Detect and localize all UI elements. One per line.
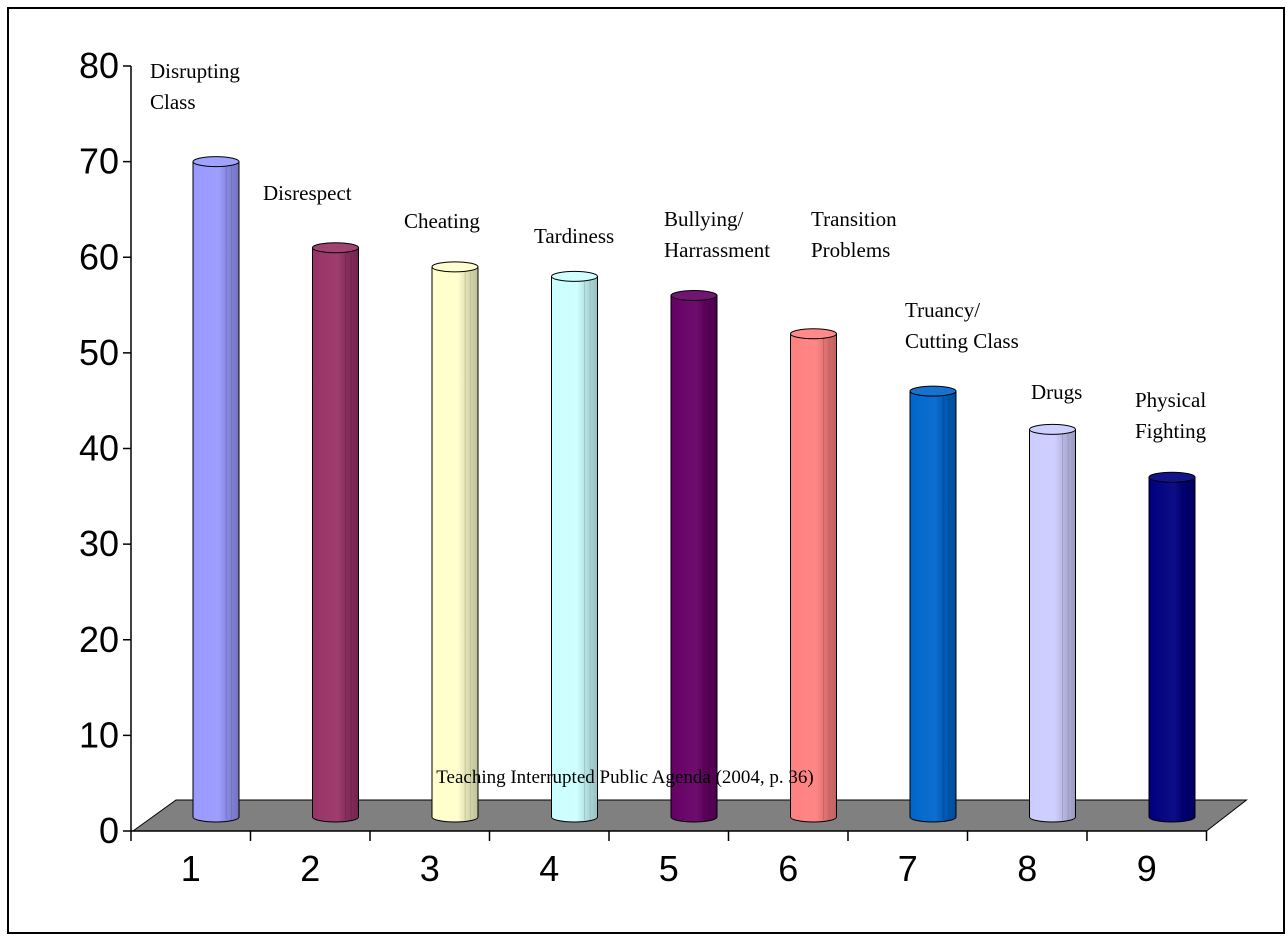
bar-body bbox=[790, 333, 837, 823]
bar-label-line: Fighting bbox=[1135, 419, 1207, 443]
bar-body bbox=[551, 275, 598, 823]
bar-label-1: Disrupting Class bbox=[150, 59, 240, 114]
bar-label-line: Truancy/ bbox=[905, 298, 980, 322]
bar-label-line: Tardiness bbox=[534, 224, 614, 248]
bar-top bbox=[312, 242, 359, 254]
bar-top bbox=[670, 290, 718, 301]
bar-top bbox=[790, 328, 837, 340]
bar-label-3: Cheating bbox=[404, 209, 480, 233]
bar-body bbox=[192, 161, 240, 823]
bar-label-7: Truancy/Cutting Class bbox=[905, 298, 1019, 353]
bar-label-9: Physical Fighting bbox=[1135, 388, 1207, 443]
bar-label-line: Disrespect bbox=[263, 181, 352, 205]
bar-top bbox=[1148, 471, 1196, 483]
bar-6 bbox=[790, 328, 837, 823]
bar-body bbox=[312, 247, 359, 823]
y-tick-label: 30 bbox=[79, 523, 119, 564]
x-tick-label: 1 bbox=[181, 848, 201, 889]
x-tick-label: 6 bbox=[778, 848, 798, 889]
x-tick-label: 8 bbox=[1017, 848, 1037, 889]
bar-label-line: Cheating bbox=[404, 209, 480, 233]
y-tick-label: 60 bbox=[79, 236, 119, 277]
bar-label-line: Bullying/ bbox=[664, 207, 744, 231]
bar-top bbox=[192, 156, 240, 168]
bar-label-4: Tardiness bbox=[534, 224, 614, 248]
bar-body bbox=[1029, 428, 1076, 823]
bar-4 bbox=[551, 270, 598, 823]
bar-body bbox=[909, 390, 957, 823]
y-tick-label: 80 bbox=[79, 45, 119, 86]
bar-label-6: Transition Problems bbox=[811, 207, 897, 262]
y-tick-label: 0 bbox=[99, 810, 119, 851]
bar-top bbox=[1029, 423, 1076, 435]
bar-top bbox=[551, 270, 598, 282]
bar-2 bbox=[312, 242, 359, 823]
bar-body bbox=[1148, 476, 1196, 823]
bar-7 bbox=[909, 385, 957, 823]
bar-9 bbox=[1148, 471, 1196, 823]
x-tick-label: 5 bbox=[659, 848, 679, 889]
source-note: Teaching Interrupted Public Agenda (2004… bbox=[436, 767, 814, 788]
bar-label-2: Disrespect bbox=[263, 181, 352, 205]
bar-label-line: Physical bbox=[1135, 388, 1206, 412]
y-tick-label: 10 bbox=[79, 714, 119, 755]
bar-label-5: Bullying/Harrassment bbox=[664, 207, 770, 262]
y-tick-label: 50 bbox=[79, 332, 119, 373]
x-tick-label: 2 bbox=[300, 848, 320, 889]
bar-1 bbox=[192, 156, 240, 823]
bar-top bbox=[909, 385, 957, 397]
x-tick-label: 7 bbox=[898, 848, 918, 889]
bar-label-line: Disrupting bbox=[150, 59, 240, 83]
x-tick-label: 3 bbox=[420, 848, 440, 889]
y-tick-label: 20 bbox=[79, 619, 119, 660]
bar-label-line: Transition bbox=[811, 207, 897, 231]
x-tick-label: 4 bbox=[539, 848, 559, 889]
bar-5 bbox=[670, 290, 718, 823]
bar-8 bbox=[1029, 423, 1076, 823]
bar-label-line: Class bbox=[150, 90, 196, 114]
bar-body bbox=[431, 266, 479, 823]
bar-label-line: Harrassment bbox=[664, 238, 770, 262]
bar-label-line: Problems bbox=[811, 238, 890, 262]
bar-top bbox=[431, 261, 479, 273]
x-tick-label: 9 bbox=[1137, 848, 1157, 889]
bar-label-line: Drugs bbox=[1031, 380, 1082, 404]
y-tick-label: 70 bbox=[79, 141, 119, 182]
bar-label-8: Drugs bbox=[1031, 380, 1082, 404]
y-tick-label: 40 bbox=[79, 428, 119, 469]
bar-body bbox=[670, 295, 718, 823]
bar-3 bbox=[431, 261, 479, 823]
bar-label-line: Cutting Class bbox=[905, 329, 1019, 353]
